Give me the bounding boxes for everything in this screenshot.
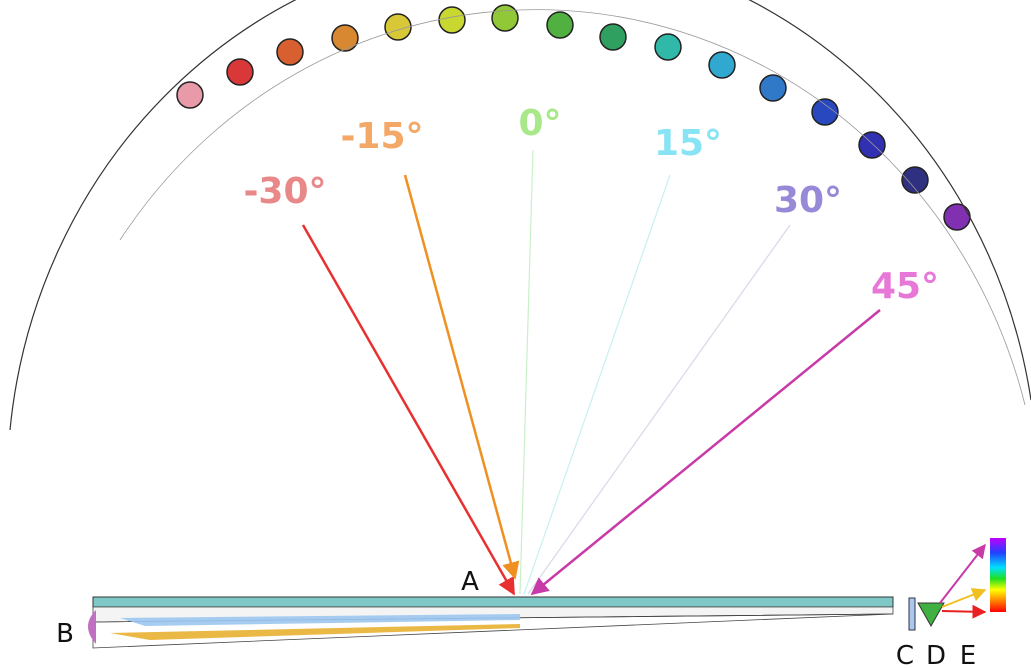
- prism-d: [917, 602, 945, 628]
- sphere: [491, 4, 519, 32]
- ray-minus-30: [301, 224, 516, 596]
- out-ray-3: [941, 604, 987, 619]
- angle-label: 15°: [654, 123, 722, 164]
- spheres: [176, 4, 971, 231]
- sphere: [599, 23, 627, 51]
- out-ray-1: [939, 543, 986, 604]
- waveguide-slab: [92, 596, 894, 608]
- sphere: [438, 6, 466, 34]
- dome-inner-arc: [119, 9, 1026, 406]
- ray-30: [527, 224, 791, 595]
- ray-45: [530, 309, 881, 596]
- sphere: [176, 81, 204, 109]
- sphere: [276, 38, 304, 66]
- sphere: [943, 203, 971, 231]
- sphere: [901, 166, 929, 194]
- point-label: D: [926, 641, 946, 669]
- out-ray-2: [941, 588, 987, 608]
- point-label: E: [960, 641, 976, 669]
- point-label: A: [461, 567, 479, 597]
- sphere: [708, 51, 736, 79]
- angle-label: -30°: [243, 171, 326, 212]
- spectrum: [990, 538, 1006, 612]
- angle-label: 0°: [518, 103, 561, 144]
- sphere: [654, 33, 682, 61]
- sphere: [546, 11, 574, 39]
- angle-label: -15°: [340, 116, 423, 157]
- orange-beam: [110, 624, 520, 640]
- point-label: B: [56, 619, 74, 649]
- sphere: [858, 131, 886, 159]
- sphere: [331, 24, 359, 52]
- element-c: [908, 597, 916, 631]
- ray-0: [519, 149, 534, 595]
- angle-label: 30°: [774, 180, 842, 221]
- point-label: C: [896, 641, 914, 669]
- sphere: [811, 98, 839, 126]
- dome-arc: [9, 0, 1031, 431]
- mirror-b: [88, 610, 96, 644]
- sphere: [759, 74, 787, 102]
- blue-beam: [120, 614, 520, 626]
- angle-label: 45°: [871, 266, 939, 307]
- sphere: [384, 13, 412, 41]
- sphere: [226, 58, 254, 86]
- ray-minus-15: [403, 174, 520, 580]
- ray-15: [523, 174, 671, 595]
